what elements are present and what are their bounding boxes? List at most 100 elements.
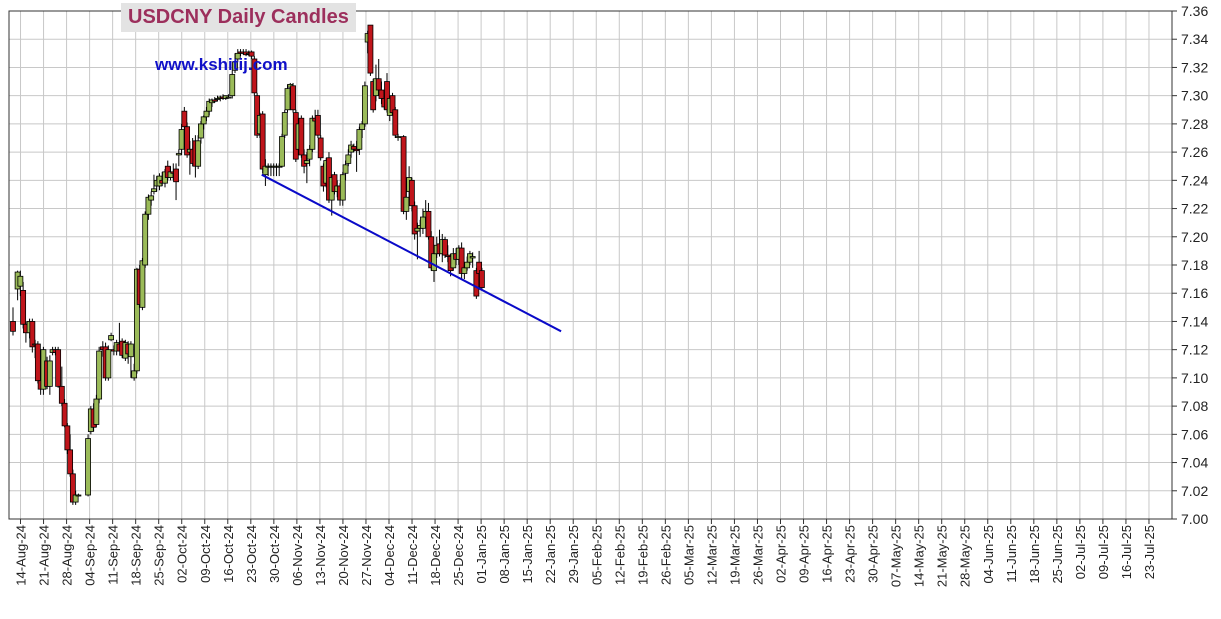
x-tick-label: 07-May-25 [889, 525, 904, 587]
candle-body [17, 275, 24, 287]
x-tick-label: 09-Oct-24 [198, 525, 213, 583]
candle-body [317, 137, 324, 159]
candle-body [58, 385, 65, 404]
candle-body [478, 270, 485, 288]
x-tick-label: 12-Mar-25 [704, 525, 719, 585]
y-tick-label: 7.24 [1181, 172, 1208, 188]
candle-body [75, 494, 82, 497]
x-tick-label: 20-Nov-24 [336, 525, 351, 586]
candle-body [29, 321, 36, 348]
y-tick-label: 7.10 [1181, 370, 1208, 386]
grid [9, 10, 1172, 520]
candle-body [345, 154, 352, 164]
x-tick-label: 25-Jun-25 [1050, 525, 1065, 584]
candle-body [339, 174, 346, 201]
y-tick-label: 7.14 [1181, 313, 1208, 329]
candle-body [232, 61, 238, 71]
candle-body [309, 117, 316, 150]
y-tick-label: 7.12 [1181, 342, 1208, 358]
candle-body [464, 261, 471, 269]
candle-body [178, 129, 185, 150]
candle-body [148, 195, 155, 201]
x-tick-label: 12-Feb-25 [612, 525, 627, 585]
candle-body [151, 188, 157, 193]
y-tick-label: 7.16 [1181, 285, 1208, 301]
candle-body [105, 349, 112, 379]
candle-body [403, 196, 410, 212]
candle-body [315, 115, 321, 136]
candle-body [181, 110, 188, 128]
candle-body [259, 113, 266, 170]
candle-body [461, 267, 468, 274]
y-tick-label: 7.00 [1181, 511, 1208, 527]
candle-body [392, 109, 399, 136]
x-tick-label: 14-May-25 [912, 525, 927, 587]
y-tick-label: 7.06 [1181, 426, 1208, 442]
x-tick-label: 26-Mar-25 [750, 525, 765, 585]
x-tick-label: 19-Mar-25 [727, 525, 742, 585]
x-tick-label: 15-Jan-25 [520, 525, 535, 584]
candle-body [173, 168, 179, 183]
candle-body [61, 402, 68, 427]
candle-body [20, 289, 27, 325]
y-tick-label: 7.34 [1181, 31, 1208, 47]
candle-body [96, 350, 103, 400]
y-tick-label: 7.36 [1181, 3, 1208, 19]
candle-body [175, 153, 182, 156]
x-tick-label: 04-Dec-24 [382, 525, 397, 586]
candle-body [298, 117, 305, 156]
x-tick-label: 25-Dec-24 [451, 525, 466, 586]
candle-body [195, 140, 202, 167]
candle-body [359, 123, 366, 130]
candle-body [55, 349, 62, 387]
x-tick-label: 28-May-25 [958, 525, 973, 587]
x-tick-label: 01-Jan-25 [474, 525, 489, 584]
candle-body [251, 58, 258, 94]
candle-body [342, 164, 349, 174]
candle-body [431, 253, 437, 272]
candle-body [229, 74, 236, 97]
y-tick-label: 7.08 [1181, 398, 1208, 414]
x-tick-label: 16-Jul-25 [1119, 525, 1134, 579]
candle-body [442, 239, 448, 256]
trendline-layer [261, 173, 562, 333]
plot-border [8, 10, 1173, 520]
candle-body [225, 96, 232, 99]
y-tick-label: 7.20 [1181, 229, 1208, 245]
candle-body [375, 78, 382, 91]
candle-body [408, 179, 415, 207]
x-tick-label: 05-Mar-25 [681, 525, 696, 585]
x-tick-label: 29-Jan-25 [566, 525, 581, 584]
candle-body [284, 88, 291, 111]
candle-body [350, 146, 357, 150]
x-tick-label: 21-May-25 [935, 525, 950, 587]
trendline [261, 173, 562, 333]
candle-body [93, 398, 100, 425]
candle-body [248, 51, 255, 57]
candle-body [198, 123, 204, 139]
x-tick-label: 11-Sep-24 [106, 525, 121, 585]
candle-body [303, 160, 310, 164]
candle-body [108, 335, 115, 341]
candle-body [306, 148, 313, 160]
y-tick-label: 7.26 [1181, 144, 1208, 160]
x-tick-label: 02-Jul-25 [1073, 525, 1088, 579]
candle-body [414, 227, 421, 232]
candle-body [139, 260, 146, 308]
x-tick-label: 14-Aug-24 [14, 525, 29, 586]
x-tick-label: 04-Jun-25 [981, 525, 996, 584]
y-tick-label: 7.04 [1181, 455, 1208, 471]
y-tick-label: 7.32 [1181, 59, 1208, 75]
y-tick-label: 7.28 [1181, 116, 1208, 132]
candle-body [211, 99, 218, 102]
x-tick-label: 30-Apr-25 [866, 525, 881, 583]
x-tick-label: 13-Nov-24 [313, 525, 328, 586]
candle-body [64, 425, 71, 451]
x-tick-label: 26-Feb-25 [658, 525, 673, 585]
candle-body [131, 370, 138, 379]
x-tick-label: 08-Jan-25 [497, 525, 512, 584]
x-tick-label: 18-Jun-25 [1027, 525, 1042, 584]
y-tick-label: 7.30 [1181, 88, 1208, 104]
candle-body [420, 216, 426, 229]
x-tick-label: 06-Nov-24 [290, 525, 305, 586]
